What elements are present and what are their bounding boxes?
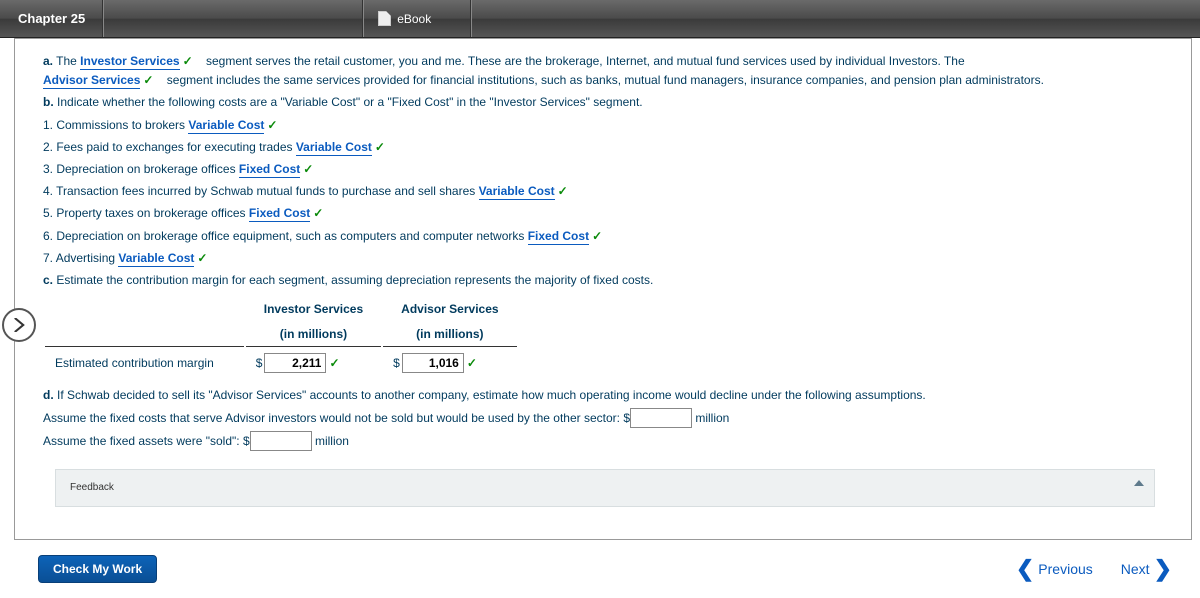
expand-panel-button[interactable]: [2, 308, 36, 342]
cost-type-answer[interactable]: Fixed Cost: [239, 162, 300, 178]
col2-header-b: (in millions): [383, 323, 516, 347]
question-b: b. Indicate whether the following costs …: [43, 93, 1167, 112]
check-icon: ✓: [303, 162, 313, 176]
col2-header-a: Advisor Services: [383, 298, 516, 321]
caret-up-icon: [1134, 480, 1144, 486]
chevron-left-icon: ❮: [1016, 558, 1034, 580]
ebook-button[interactable]: eBook: [364, 0, 472, 37]
qb-item: 2. Fees paid to exchanges for executing …: [43, 138, 1167, 157]
chevron-right-icon: ❯: [1154, 558, 1172, 580]
qd-assumption-1: Assume the fixed costs that serve Adviso…: [43, 408, 1167, 428]
qb-item: 6. Depreciation on brokerage office equi…: [43, 227, 1167, 246]
assumption1-input[interactable]: [630, 408, 692, 428]
item-text: Advertising: [56, 251, 119, 265]
item-number: 1.: [43, 118, 56, 132]
chapter-label: Chapter 25: [18, 11, 85, 26]
previous-label: Previous: [1038, 561, 1092, 577]
investor-services-link[interactable]: Investor Services: [80, 54, 179, 70]
item-number: 7.: [43, 251, 56, 265]
qd-line1-pre: Assume the fixed costs that serve Adviso…: [43, 411, 630, 425]
check-icon: ✓: [467, 356, 477, 370]
assumption2-input[interactable]: [250, 431, 312, 451]
qd-line2-post: million: [312, 434, 349, 448]
qc-text: Estimate the contribution margin for eac…: [53, 273, 653, 287]
check-icon: ✓: [197, 251, 207, 265]
top-toolbar: Chapter 25 eBook: [0, 0, 1200, 38]
dollar-sign: $: [393, 356, 400, 370]
question-content: a. The Investor Services ✓ segment serves…: [15, 39, 1191, 527]
item-text: Commissions to brokers: [56, 118, 188, 132]
question-c: c. Estimate the contribution margin for …: [43, 271, 1167, 290]
qa-pre: The: [53, 54, 80, 68]
qb-item: 3. Depreciation on brokerage offices Fix…: [43, 160, 1167, 179]
check-icon: ✓: [313, 206, 323, 220]
chapter-tab[interactable]: Chapter 25: [0, 0, 104, 37]
qd-line1-post: million: [692, 411, 729, 425]
row-label: Estimated contribution margin: [45, 349, 244, 377]
cost-type-answer[interactable]: Variable Cost: [188, 118, 264, 134]
item-text: Depreciation on brokerage office equipme…: [56, 229, 527, 243]
item-text: Depreciation on brokerage offices: [56, 162, 239, 176]
contribution-margin-table: Investor Services Advisor Services (in m…: [43, 296, 519, 380]
qa-mid2: segment includes the same services provi…: [163, 73, 1043, 87]
qb-label: b.: [43, 95, 54, 109]
ebook-label: eBook: [397, 12, 431, 26]
question-d: d. If Schwab decided to sell its "Adviso…: [43, 386, 1167, 405]
question-a: a. The Investor Services ✓ segment serves…: [43, 52, 1167, 90]
qa-mid1: segment serves the retail customer, you …: [203, 54, 965, 68]
qb-text: Indicate whether the following costs are…: [54, 95, 643, 109]
advisor-margin-input[interactable]: [402, 353, 464, 373]
check-icon: ✓: [329, 356, 339, 370]
ebook-icon: [378, 11, 391, 26]
qd-text: If Schwab decided to sell its "Advisor S…: [54, 388, 926, 402]
qd-assumption-2: Assume the fixed assets were "sold": $ m…: [43, 431, 1167, 451]
nav-group: ❮ Previous Next ❯: [1016, 558, 1172, 580]
check-icon: ✓: [558, 184, 568, 198]
qd-label: d.: [43, 388, 54, 402]
item-number: 2.: [43, 140, 56, 154]
item-number: 4.: [43, 184, 56, 198]
toolbar-spacer: [104, 0, 364, 37]
item-text: Transaction fees incurred by Schwab mutu…: [56, 184, 478, 198]
item-text: Fees paid to exchanges for executing tra…: [56, 140, 295, 154]
qd-line2-pre: Assume the fixed assets were "sold": $: [43, 434, 250, 448]
check-my-work-button[interactable]: Check My Work: [38, 555, 157, 583]
cost-type-answer[interactable]: Variable Cost: [118, 251, 194, 267]
qc-label: c.: [43, 273, 53, 287]
qb-item: 7. Advertising Variable Cost✓: [43, 249, 1167, 268]
previous-button[interactable]: ❮ Previous: [1016, 558, 1093, 580]
check-icon: ✓: [267, 118, 277, 132]
check-icon: ✓: [375, 140, 385, 154]
item-number: 5.: [43, 206, 56, 220]
qb-item: 4. Transaction fees incurred by Schwab m…: [43, 182, 1167, 201]
col1-header-a: Investor Services: [246, 298, 381, 321]
check-icon: ✓: [592, 229, 602, 243]
feedback-panel[interactable]: Feedback: [55, 469, 1155, 507]
item-number: 6.: [43, 229, 56, 243]
cost-type-answer[interactable]: Fixed Cost: [528, 229, 589, 245]
next-label: Next: [1121, 561, 1150, 577]
next-button[interactable]: Next ❯: [1121, 558, 1172, 580]
cost-type-answer[interactable]: Variable Cost: [479, 184, 555, 200]
item-text: Property taxes on brokerage offices: [56, 206, 249, 220]
col1-header-b: (in millions): [246, 323, 381, 347]
feedback-label: Feedback: [70, 482, 114, 493]
qb-list: 1. Commissions to brokers Variable Cost✓…: [43, 116, 1167, 268]
content-scroll-area[interactable]: a. The Investor Services ✓ segment serves…: [14, 38, 1192, 540]
qa-label: a.: [43, 54, 53, 68]
chevron-right-icon: [12, 318, 26, 332]
check-icon: ✓: [183, 54, 193, 68]
investor-margin-input[interactable]: [264, 353, 326, 373]
item-number: 3.: [43, 162, 56, 176]
check-icon: ✓: [143, 73, 153, 87]
advisor-services-link[interactable]: Advisor Services: [43, 73, 140, 89]
qb-item: 1. Commissions to brokers Variable Cost✓: [43, 116, 1167, 135]
qb-item: 5. Property taxes on brokerage offices F…: [43, 204, 1167, 223]
dollar-sign: $: [256, 356, 263, 370]
bottom-bar: Check My Work ❮ Previous Next ❯: [14, 546, 1192, 592]
cost-type-answer[interactable]: Fixed Cost: [249, 206, 310, 222]
cost-type-answer[interactable]: Variable Cost: [296, 140, 372, 156]
